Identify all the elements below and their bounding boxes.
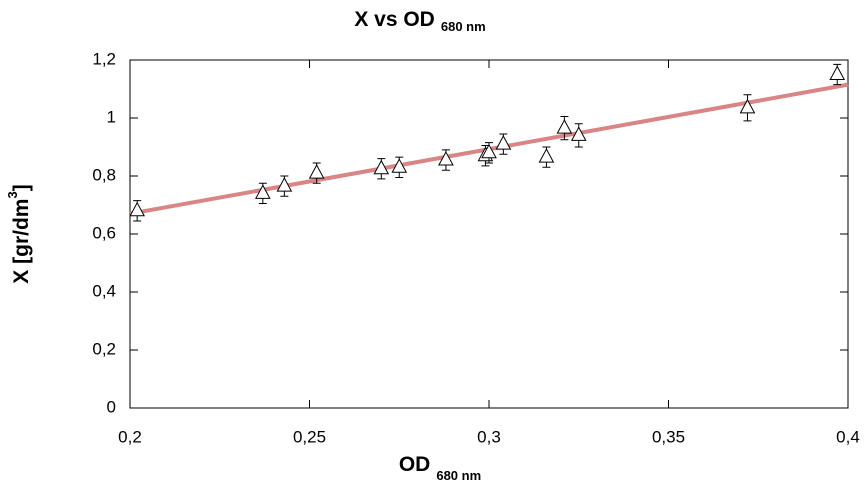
data-point [570, 126, 587, 141]
data-point [254, 184, 271, 199]
data-point [438, 150, 454, 166]
x-axis-label: OD 680 nm [399, 453, 481, 484]
data-point [373, 159, 390, 175]
data-point [495, 135, 512, 150]
title-subscript: 680 nm [441, 19, 486, 34]
y-axis-label: X [gr/dm3] [5, 184, 32, 283]
y-tick-label: 1 [107, 107, 116, 126]
data-point [829, 65, 846, 80]
ylabel-main: X [gr/dm [10, 199, 33, 284]
x-tick-label: 0,25 [293, 427, 326, 446]
x-tick-label: 0,4 [836, 427, 860, 446]
y-tick-label: 0,8 [92, 165, 116, 184]
data-point [538, 148, 555, 163]
chart-title: X vs OD 680 nm [354, 8, 485, 35]
xlabel-main: OD [399, 453, 431, 476]
x-tick-label: 0,35 [652, 427, 685, 446]
data-point [391, 158, 408, 173]
ylabel-end: ] [10, 184, 33, 191]
ylabel-superscript: 3 [5, 191, 20, 198]
data-point [276, 177, 293, 192]
y-tick-label: 0,4 [92, 281, 116, 300]
data-point [129, 201, 146, 217]
x-tick-label: 0,2 [118, 427, 142, 446]
data-point [481, 143, 497, 159]
y-tick-label: 0,6 [92, 223, 116, 242]
y-tick-label: 1,2 [92, 49, 116, 68]
xlabel-subscript: 680 nm [436, 468, 481, 483]
data-point [308, 164, 325, 179]
y-tick-label: 0 [107, 397, 116, 416]
x-tick-label: 0,3 [477, 427, 501, 446]
title-main: X vs OD [354, 8, 435, 31]
data-point [739, 98, 756, 114]
data-point [556, 119, 573, 134]
y-tick-label: 0,2 [92, 339, 116, 358]
